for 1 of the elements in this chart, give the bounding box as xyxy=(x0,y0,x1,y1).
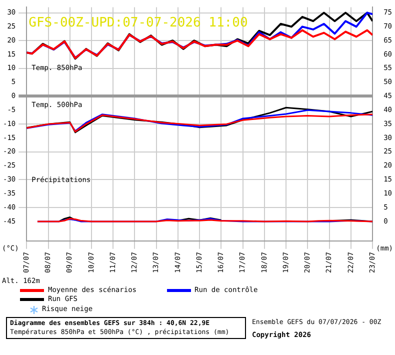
text: GFS-00Z-UPD:07-07-2026 11:00 xyxy=(28,16,248,31)
